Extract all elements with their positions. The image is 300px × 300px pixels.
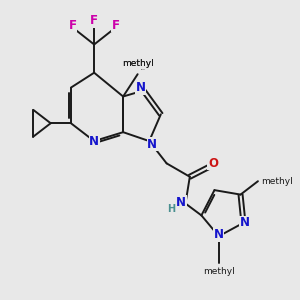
Text: N: N	[147, 138, 157, 151]
Text: N: N	[240, 216, 250, 229]
Text: F: F	[90, 14, 98, 27]
Text: methyl: methyl	[203, 267, 235, 276]
Text: N: N	[89, 135, 99, 148]
Text: methyl: methyl	[140, 68, 146, 70]
Text: methyl: methyl	[122, 59, 154, 68]
Text: N: N	[136, 81, 146, 94]
Text: methyl: methyl	[261, 177, 292, 186]
Text: N: N	[176, 196, 186, 208]
Text: O: O	[208, 157, 218, 170]
Text: F: F	[68, 19, 76, 32]
Text: H: H	[167, 204, 175, 214]
Text: N: N	[214, 228, 224, 241]
Text: methyl: methyl	[122, 59, 154, 68]
Text: F: F	[112, 19, 120, 32]
